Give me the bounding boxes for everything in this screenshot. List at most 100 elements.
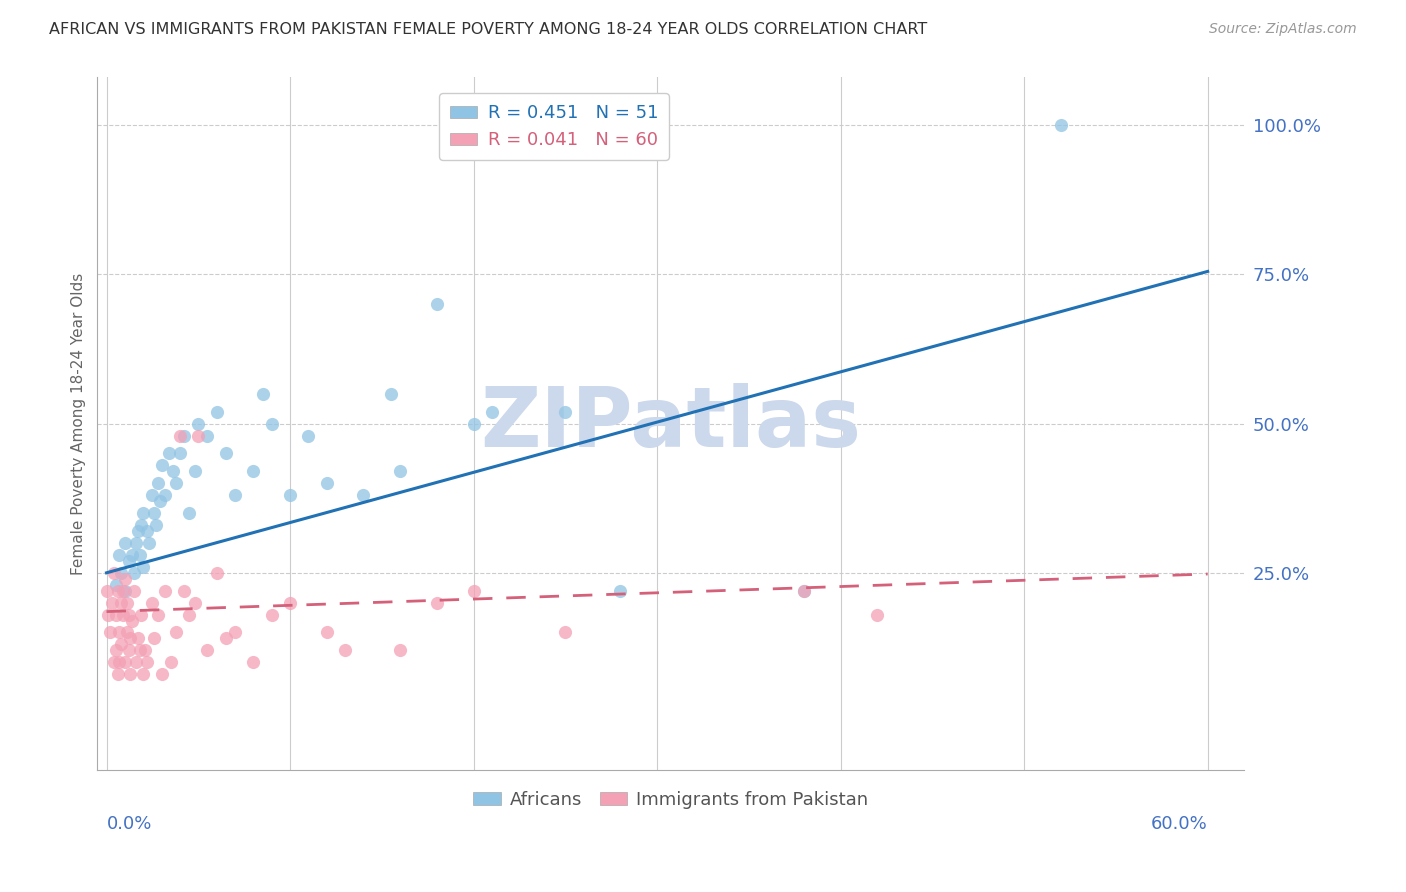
Point xyxy=(554,625,576,640)
Point xyxy=(183,596,205,610)
Point xyxy=(112,583,135,598)
Point xyxy=(117,643,139,657)
Point xyxy=(115,596,138,610)
Point xyxy=(315,476,337,491)
Text: 60.0%: 60.0% xyxy=(1152,814,1208,833)
Point xyxy=(197,428,219,442)
Point xyxy=(426,297,449,311)
Point xyxy=(112,607,135,622)
Point xyxy=(128,643,150,657)
Point xyxy=(104,607,127,622)
Point xyxy=(141,488,163,502)
Point xyxy=(131,518,153,533)
Point xyxy=(104,643,127,657)
Point xyxy=(242,464,264,478)
Point xyxy=(242,656,264,670)
Point xyxy=(121,614,143,628)
Point xyxy=(224,488,246,502)
Point xyxy=(120,632,142,646)
Point xyxy=(97,607,120,622)
Point xyxy=(155,488,177,502)
Text: 0.0%: 0.0% xyxy=(107,814,152,833)
Point xyxy=(108,625,131,640)
Point xyxy=(463,583,485,598)
Point xyxy=(103,566,125,580)
Point xyxy=(260,607,283,622)
Point xyxy=(554,405,576,419)
Point xyxy=(426,596,449,610)
Point xyxy=(150,458,173,473)
Point xyxy=(315,625,337,640)
Point xyxy=(132,559,155,574)
Point xyxy=(110,566,132,580)
Point xyxy=(169,428,191,442)
Point xyxy=(155,583,177,598)
Text: AFRICAN VS IMMIGRANTS FROM PAKISTAN FEMALE POVERTY AMONG 18-24 YEAR OLDS CORRELA: AFRICAN VS IMMIGRANTS FROM PAKISTAN FEMA… xyxy=(49,22,928,37)
Point xyxy=(205,566,228,580)
Point xyxy=(96,583,118,598)
Point xyxy=(141,596,163,610)
Point xyxy=(103,656,125,670)
Point xyxy=(107,583,129,598)
Point xyxy=(179,607,201,622)
Point xyxy=(169,446,191,460)
Point xyxy=(110,637,132,651)
Point xyxy=(150,667,173,681)
Point xyxy=(224,625,246,640)
Point xyxy=(389,464,412,478)
Point xyxy=(120,667,142,681)
Point xyxy=(260,417,283,431)
Point xyxy=(252,386,274,401)
Point xyxy=(187,417,209,431)
Point xyxy=(1050,118,1073,132)
Point xyxy=(278,596,301,610)
Point xyxy=(173,428,195,442)
Point xyxy=(146,476,169,491)
Point xyxy=(143,506,166,520)
Point xyxy=(121,548,143,562)
Point xyxy=(108,548,131,562)
Point xyxy=(125,656,148,670)
Y-axis label: Female Poverty Among 18-24 Year Olds: Female Poverty Among 18-24 Year Olds xyxy=(72,272,86,574)
Point xyxy=(117,554,139,568)
Point xyxy=(110,596,132,610)
Text: Source: ZipAtlas.com: Source: ZipAtlas.com xyxy=(1209,22,1357,37)
Point xyxy=(353,488,375,502)
Point xyxy=(127,524,149,538)
Point xyxy=(215,446,238,460)
Point xyxy=(114,583,136,598)
Point xyxy=(98,625,121,640)
Point xyxy=(609,583,631,598)
Point xyxy=(128,548,150,562)
Point xyxy=(132,667,155,681)
Point xyxy=(135,524,157,538)
Point xyxy=(866,607,889,622)
Point xyxy=(135,656,157,670)
Point xyxy=(122,566,145,580)
Point xyxy=(481,405,503,419)
Point xyxy=(187,428,209,442)
Point xyxy=(114,536,136,550)
Point xyxy=(132,506,155,520)
Point xyxy=(101,596,124,610)
Point xyxy=(162,464,184,478)
Point xyxy=(173,583,195,598)
Point xyxy=(122,583,145,598)
Point xyxy=(179,506,201,520)
Point xyxy=(127,632,149,646)
Point xyxy=(143,632,166,646)
Point xyxy=(297,428,319,442)
Point xyxy=(165,476,187,491)
Point xyxy=(278,488,301,502)
Text: ZIPatlas: ZIPatlas xyxy=(481,383,862,464)
Point xyxy=(145,518,167,533)
Point xyxy=(793,583,815,598)
Point xyxy=(104,578,127,592)
Point xyxy=(389,643,412,657)
Point xyxy=(134,643,156,657)
Point xyxy=(157,446,180,460)
Point xyxy=(131,607,153,622)
Point xyxy=(215,632,238,646)
Point xyxy=(115,625,138,640)
Point xyxy=(108,656,131,670)
